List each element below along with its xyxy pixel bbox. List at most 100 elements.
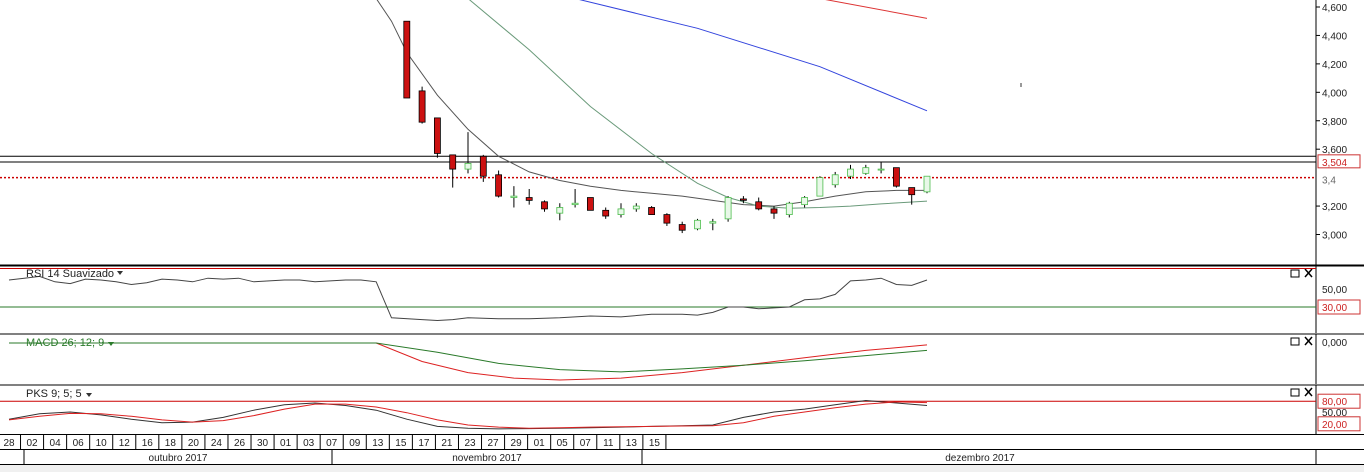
candle [479,154,487,182]
candle-body [908,187,916,196]
day-tick-label: 15 [649,438,661,449]
candle-body [403,20,411,99]
candle-body [663,214,671,224]
day-tick-label: 15 [395,438,407,449]
candle [785,201,793,218]
candle-body [571,202,579,206]
candle-body [847,168,854,177]
day-tick-label: 09 [349,438,361,449]
candle-body [449,154,457,170]
candle [663,213,671,226]
pks-upper-label: 80,00 [1322,397,1347,408]
candle-body [648,207,655,215]
day-tick-label: 05 [557,438,569,449]
candle [648,206,655,215]
candle-body [464,163,472,170]
pks-lower-box [1317,416,1361,432]
candle-body [877,168,885,171]
macd-axis-label: 0,000 [1322,338,1347,349]
candle [587,197,594,211]
macd-title[interactable]: MACD 26; 12; 9 [26,337,104,349]
candle-body [862,167,870,174]
candle-body [785,202,793,215]
day-tick-label: 29 [511,438,523,449]
maximize-icon[interactable] [1290,269,1300,278]
candle [908,187,916,205]
price-tick-label: 3,200 [1322,202,1347,213]
candle [449,154,457,188]
macd-line-signal_green [9,342,928,373]
pks-title[interactable]: PKS 9; 5; 5 [26,388,82,400]
candle [495,170,503,198]
candle [632,203,640,212]
day-tick-label: 07 [580,438,592,449]
candle-body [893,167,900,187]
close-icon[interactable] [1304,268,1313,278]
candle [602,207,610,219]
candle-body [556,207,564,214]
horizontal-scrollbar[interactable] [0,465,1364,472]
macd-panel: 0,000 [0,333,1364,384]
price-tick-label: 4,400 [1322,31,1347,42]
day-tick-label: 18 [165,438,177,449]
candle [724,196,732,222]
maximize-icon[interactable] [1290,388,1300,397]
rsi-title[interactable]: RSI 14 Suavizado [26,268,114,280]
candle [877,161,885,174]
candle-body [694,219,701,230]
candle [831,171,839,188]
price-tick-label: 3,600 [1322,145,1347,156]
candle [755,197,763,211]
partial-price-label: 3,4 [1322,176,1336,187]
candle-body [602,209,610,217]
candle-body [678,224,686,231]
day-tick-label: 01 [280,438,292,449]
day-tick-label: 06 [73,438,85,449]
price-panel: 4,600 4,400 4,200 4,000 3,800 3,600 3,200 3,000… [0,0,1364,266]
rsi-level-box [1317,299,1361,315]
day-tick-label: 16 [142,438,154,449]
day-tick-label: 02 [26,438,38,449]
candle [418,86,426,124]
candle-body [479,155,487,177]
close-icon[interactable] [1304,336,1313,346]
candle-body [740,198,747,201]
candle [862,164,870,175]
day-tick-label: 01 [534,438,546,449]
candle [571,189,579,208]
price-tick-label: 4,600 [1322,3,1347,14]
day-tick-label: 07 [326,438,338,449]
day-tick-label: 17 [418,438,430,449]
day-tick-label: 21 [441,438,453,449]
candle [847,164,854,180]
candle-body [418,90,426,123]
day-tick-label: 30 [257,438,269,449]
candle-body [495,174,503,197]
candle-body [510,195,518,198]
candle [816,176,824,197]
day-tick-label: 04 [50,438,62,449]
pks-dropdown-icon[interactable] [86,393,92,397]
candle-body [923,175,931,193]
day-tick-label: 13 [372,438,384,449]
candle [403,20,411,99]
maximize-icon[interactable] [1290,337,1300,346]
current-price-box [1317,154,1361,169]
pks-upper-box [1317,393,1361,409]
price-tick-label: 4,000 [1322,88,1347,99]
close-icon[interactable] [1304,387,1313,397]
pks-line-k_black [8,399,928,430]
price-tick-label: 3,800 [1322,117,1347,128]
moving-average-very_slow [825,0,928,19]
candle-body [770,208,778,214]
candle [740,196,747,204]
candle-body [709,221,717,224]
candle-body [801,197,808,206]
rsi-dropdown-icon[interactable] [117,271,123,275]
candle [694,218,701,231]
candle [709,218,717,231]
candle-body [816,177,824,197]
price-tick-label: 4,200 [1322,60,1347,71]
candle [801,196,808,208]
close-icon-stroke [1304,268,1313,278]
